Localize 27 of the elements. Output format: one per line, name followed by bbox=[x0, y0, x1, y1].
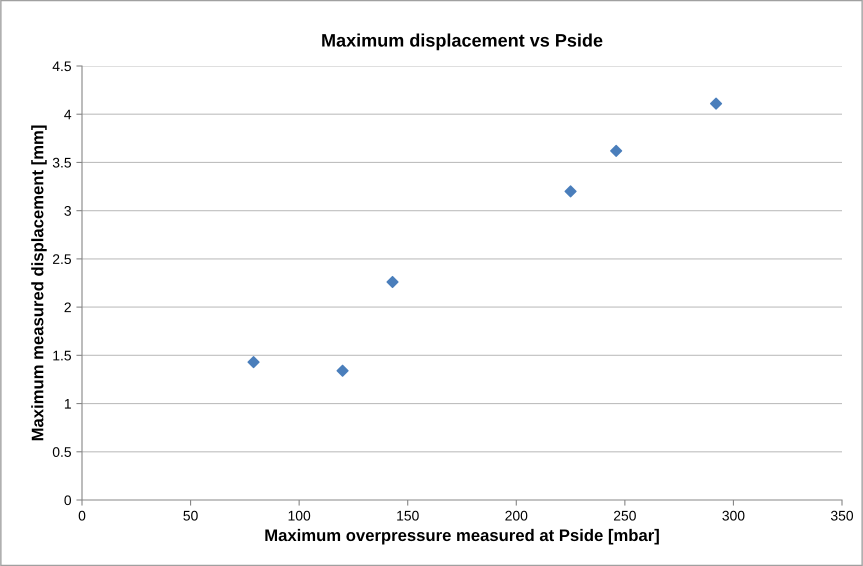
y-axis-title: Maximum measured displacement [mm] bbox=[31, 126, 47, 440]
point bbox=[336, 364, 349, 377]
y-tick-label: 1 bbox=[64, 399, 71, 409]
x-tick-label: 200 bbox=[505, 510, 528, 521]
point bbox=[564, 185, 577, 198]
point bbox=[386, 276, 399, 288]
x-tick-label: 250 bbox=[614, 510, 636, 521]
x-tick-label: 100 bbox=[288, 510, 310, 521]
y-tick-label: 1.5 bbox=[53, 350, 72, 361]
y-tick-label: 3 bbox=[64, 206, 71, 216]
y-tick-label: 2 bbox=[64, 302, 71, 312]
y-tick-label: 0 bbox=[64, 495, 72, 506]
chart-title: Maximum displacement vs Pside bbox=[322, 33, 602, 50]
x-tick-label: 0 bbox=[78, 510, 86, 521]
y-tick-label: 4.5 bbox=[52, 61, 72, 72]
y-tick-label: 2.5 bbox=[52, 254, 72, 264]
x-axis-title: Maximum overpressure measured at Pside [mbar] bbox=[265, 528, 659, 544]
point bbox=[710, 98, 722, 110]
y-tick-label: 3.5 bbox=[52, 158, 72, 168]
point bbox=[247, 356, 260, 368]
y-tick-label: 4 bbox=[64, 110, 72, 120]
point bbox=[610, 144, 622, 157]
x-tick-label: 350 bbox=[830, 510, 854, 521]
x-tick-label: 150 bbox=[397, 510, 419, 521]
y-tick-label: 0.5 bbox=[52, 447, 72, 457]
x-tick-label: 50 bbox=[183, 510, 198, 521]
x-tick-label: 300 bbox=[722, 510, 744, 521]
